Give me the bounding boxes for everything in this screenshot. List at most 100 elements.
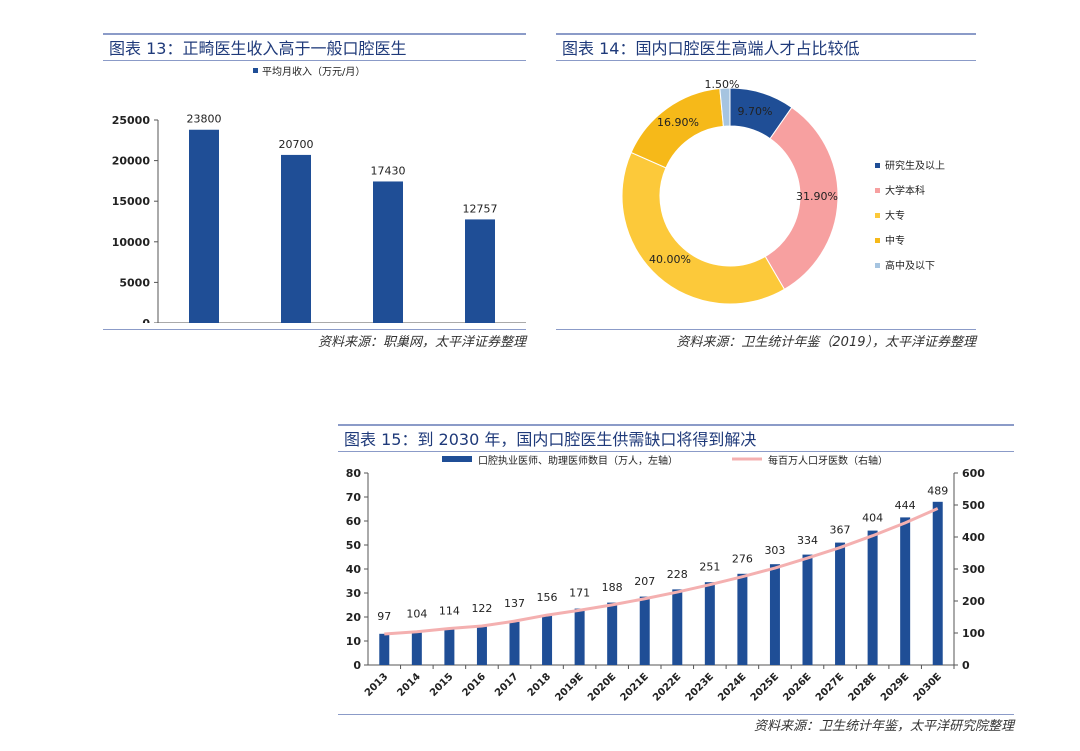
slice-data-label: 40.00% <box>649 253 691 266</box>
line-data-label: 489 <box>927 485 948 498</box>
line-data-label: 114 <box>439 605 460 618</box>
line-data-label: 137 <box>504 597 525 610</box>
bar-data-label: 17430 <box>371 164 406 177</box>
bar <box>542 614 553 665</box>
line-data-label: 444 <box>895 499 916 512</box>
left-y-tick-label: 80 <box>346 467 362 480</box>
x-tick-label: 2019E <box>553 671 585 703</box>
chart13-divider <box>103 329 526 330</box>
legend-label-line: 每百万人口牙医数（右轴） <box>768 454 888 467</box>
line-data-label: 251 <box>699 561 720 574</box>
bar <box>672 589 683 665</box>
left-y-tick-label: 70 <box>346 491 362 504</box>
line-data-label: 334 <box>797 534 818 547</box>
y-tick-label: 20000 <box>112 155 151 168</box>
left-y-tick-label: 60 <box>346 515 362 528</box>
bar <box>769 564 780 665</box>
slice-data-label: 16.90% <box>657 116 699 129</box>
legend-label: 研究生及以上 <box>885 159 945 172</box>
line-data-label: 303 <box>764 544 785 557</box>
line-data-label: 367 <box>830 524 851 537</box>
bar <box>476 626 487 665</box>
chart14-source: 资料来源：卫生统计年鉴（2019），太平洋证券整理 <box>676 335 976 350</box>
line-data-label: 156 <box>537 591 558 604</box>
x-tick-label: 2020E <box>586 671 618 703</box>
slice-data-label: 9.70% <box>738 105 773 118</box>
x-tick-label: 2014 <box>395 671 422 698</box>
chart13-svg: 050001000015000200002500023800种植医生20700正… <box>112 65 526 323</box>
line-data-label: 228 <box>667 568 688 581</box>
right-y-tick-label: 200 <box>962 595 985 608</box>
legend-label: 大专 <box>885 209 905 222</box>
x-tick-label: 2029E <box>879 671 911 703</box>
bar <box>835 542 846 665</box>
x-tick-label: 2028E <box>846 671 878 703</box>
line-data-label: 207 <box>634 575 655 588</box>
line-data-label: 276 <box>732 553 753 566</box>
legend-swatch <box>253 68 258 73</box>
line-data-label: 104 <box>406 608 427 621</box>
bar <box>639 596 650 665</box>
right-y-tick-label: 100 <box>962 627 985 640</box>
bar <box>900 517 911 665</box>
bar <box>444 629 455 665</box>
legend-swatch-bar <box>442 456 472 462</box>
bar-data-label: 20700 <box>279 138 314 151</box>
chart15-source: 资料来源：卫生统计年鉴，太平洋研究院整理 <box>753 719 1014 734</box>
line-series <box>384 507 939 636</box>
line-data-label: 404 <box>862 512 883 525</box>
chart14-panel: 图表 14：国内口腔医生高端人才占比较低 9.70% 31.90% 40.00% 16… <box>556 33 976 353</box>
bar <box>379 633 390 665</box>
line-data-label: 171 <box>569 586 590 599</box>
left-y-tick-label: 30 <box>346 587 362 600</box>
legend-swatch <box>875 163 880 168</box>
legend-swatch <box>875 263 880 268</box>
legend-label: 大学本科 <box>885 184 925 197</box>
x-tick-label: 2026E <box>781 671 813 703</box>
legend-label-bar: 口腔执业医师、助理医师数目（万人，左轴） <box>478 454 678 467</box>
y-tick-label: 10000 <box>112 236 151 249</box>
legend-label: 高中及以下 <box>885 259 935 272</box>
bar <box>574 608 585 665</box>
bar <box>932 501 943 665</box>
legend-swatch <box>875 213 880 218</box>
x-tick-label: 2025E <box>749 671 781 703</box>
right-y-tick-label: 300 <box>962 563 985 576</box>
line-data-label: 188 <box>602 581 623 594</box>
x-tick-label: 2016 <box>461 671 488 698</box>
x-tick-label: 2018 <box>526 671 553 698</box>
x-tick-label: 2024E <box>716 671 748 703</box>
x-tick-label: 2030E <box>912 671 944 703</box>
chart14-title: 图表 14：国内口腔医生高端人才占比较低 <box>556 33 976 61</box>
bar <box>509 621 520 665</box>
left-y-tick-label: 10 <box>346 635 362 648</box>
chart13-source: 资料来源：职巢网，太平洋证券整理 <box>317 335 526 350</box>
x-tick-label: 2023E <box>684 671 716 703</box>
legend-label: 平均月收入（万元/月） <box>262 65 365 78</box>
legend-swatch <box>875 238 880 243</box>
right-y-tick-label: 600 <box>962 467 985 480</box>
chart13-title: 图表 13：正畸医生收入高于一般口腔医生 <box>103 33 526 61</box>
bar <box>737 573 748 665</box>
chart14-svg: 9.70% 31.90% 40.00% 16.90% 1.50% 研究生及以上大学本科大专… <box>621 78 945 305</box>
chart14-divider <box>556 329 976 330</box>
left-y-tick-label: 50 <box>346 539 362 552</box>
slice-data-label: 31.90% <box>796 190 838 203</box>
y-tick-label: 0 <box>142 317 150 323</box>
bar <box>189 129 219 323</box>
x-tick-label: 2013 <box>363 671 390 698</box>
bar <box>802 554 813 665</box>
chart15-divider <box>338 714 1014 715</box>
x-tick-label: 2015 <box>428 671 455 698</box>
bar <box>281 154 311 323</box>
chart15-title: 图表 15：到 2030 年，国内口腔医生供需缺口将得到解决 <box>338 424 1014 452</box>
y-tick-label: 15000 <box>112 195 151 208</box>
line-data-label: 97 <box>377 610 391 623</box>
y-tick-label: 25000 <box>112 114 151 127</box>
right-y-tick-label: 400 <box>962 531 985 544</box>
left-y-tick-label: 20 <box>346 611 362 624</box>
legend-label: 中专 <box>885 234 905 247</box>
y-tick-label: 5000 <box>119 276 150 289</box>
donut-slice <box>719 87 731 127</box>
left-y-tick-label: 0 <box>353 659 361 672</box>
